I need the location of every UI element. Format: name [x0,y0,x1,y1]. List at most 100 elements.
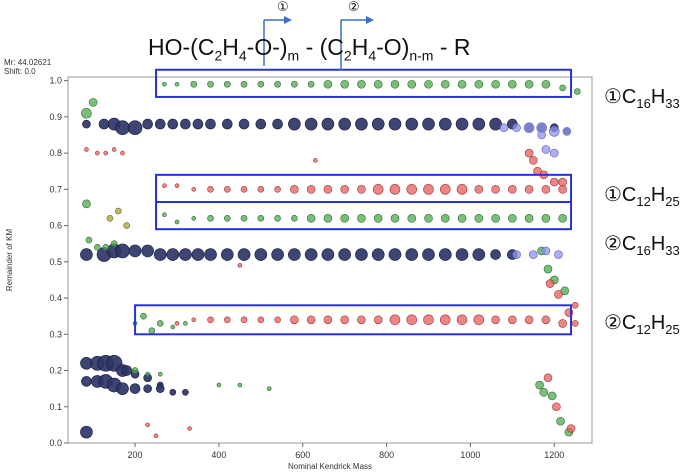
data-point [154,118,166,130]
annotation-1-c16h33: ①C16H33 [604,84,680,111]
data-point [88,98,98,107]
data-point [552,402,561,412]
highlight-boxes [134,68,573,336]
formula-title: HO-(C2H4-O-)m - (C2H4-O)n-m - R [148,34,471,64]
data-point [157,371,163,377]
data-point [98,118,110,130]
marker-1-label: ① [277,0,289,15]
ann-4-sub2: 25 [665,322,680,337]
data-point [340,214,349,223]
data-point [390,79,400,89]
data-point [489,117,502,131]
x-tick-label: 200 [128,450,143,460]
x-tick-label: 800 [379,450,394,460]
data-point [371,117,385,131]
data-point [529,250,538,259]
data-point [323,185,333,194]
data-point [456,184,468,195]
data-point [554,290,563,299]
marker-2-label: ② [348,0,360,15]
data-point [115,207,122,215]
data-point [291,80,298,88]
data-point [535,380,544,390]
data-point [474,214,484,223]
y-tick-label: 0.1 [49,402,62,412]
data-point [554,250,563,259]
data-point [372,184,384,195]
data-point [174,219,180,225]
data-point [274,215,281,222]
ann-2-prefix: ①C [604,184,637,206]
data-point [274,80,281,88]
data-point [508,214,517,223]
data-point [547,391,557,401]
axes: 0.0 0.1 0.2 0.3 0.4 0.5 0.6 0.7 0.8 0.9 1.0 200 400 6… [5,76,593,471]
data-point [545,279,555,288]
data-point [102,244,110,251]
data-point [541,185,551,194]
data-point [174,183,180,189]
data-point [357,79,366,89]
data-point [474,185,484,194]
data-point [155,384,165,393]
data-point [221,118,233,130]
data-point [291,215,298,222]
data-point [340,79,349,89]
data-point [255,118,267,130]
data-point [388,248,402,261]
data-point [223,316,231,324]
y-tick-label: 0.7 [49,184,62,194]
x-tick-label: 400 [211,450,226,460]
data-point [323,79,333,89]
data-point [290,315,299,325]
data-point [559,84,566,92]
data-point [389,184,401,195]
data-point [423,184,434,195]
data-point [512,250,521,259]
data-point [543,373,553,383]
data-point [558,214,567,223]
data-point [438,117,452,131]
formula-sub-f: n-m [409,47,434,64]
data-point [307,80,315,88]
data-point [491,315,500,325]
formula-sub-d: 2 [343,47,352,64]
data-point [223,80,231,88]
data-point [407,79,417,89]
data-point [272,118,283,130]
data-point [271,248,284,261]
data-point [115,243,130,259]
ann-3-prefix: ②C [604,233,637,255]
data-point [166,248,180,261]
data-point [162,183,167,189]
data-point [574,88,581,95]
data-point [116,382,129,395]
data-point [491,214,500,223]
ann-1-prefix: ①C [604,86,637,108]
data-point [373,214,383,223]
data-point [439,314,451,326]
data-point [216,382,222,388]
y-axis-label: Remainder of KM [5,229,14,292]
y-tick-label: 0.9 [49,112,62,122]
data-point [439,184,451,195]
data-point [508,79,517,89]
data-point [422,248,435,261]
data-point [321,117,335,131]
data-point [288,248,301,261]
highlight-box [155,201,573,231]
data-point [140,312,147,320]
y-tick-label: 0.3 [49,329,62,339]
data-point [355,117,368,131]
data-point [541,214,551,223]
data-point [145,371,150,377]
data-point [240,316,248,324]
data-point [257,316,265,324]
data-point [473,314,485,326]
ann-4-prefix: ②C [604,312,637,334]
data-point [306,315,316,325]
data-point [290,185,299,194]
bracket-arrows [263,16,374,70]
data-point [424,79,433,89]
data-point [571,320,579,327]
